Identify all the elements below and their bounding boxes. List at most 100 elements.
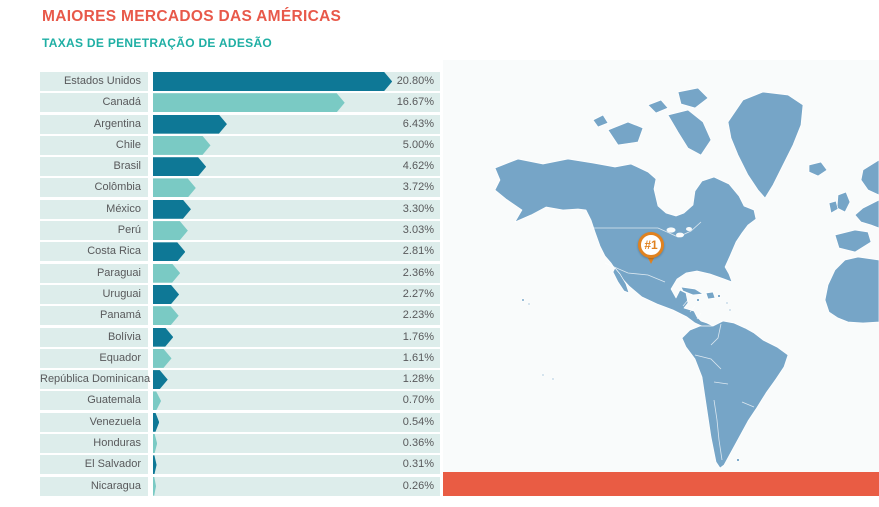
- chart-row: Equador 1.61%: [40, 348, 440, 368]
- bar-track: 0.36%: [153, 434, 440, 454]
- cuba: [680, 286, 704, 296]
- chart-row: El Salvador 0.31%: [40, 455, 440, 475]
- chart-row: Canadá 16.67%: [40, 93, 440, 113]
- bar-track: 6.43%: [153, 114, 440, 134]
- bar-track: 1.28%: [153, 370, 440, 390]
- value-label: 5.00%: [402, 138, 434, 151]
- south-america-landmass: [681, 320, 789, 469]
- value-label: 4.62%: [402, 160, 434, 173]
- value-label: 0.54%: [402, 415, 434, 428]
- antilles-islet-2: [728, 308, 732, 312]
- greenland: [727, 91, 804, 199]
- value-bar: [153, 434, 158, 454]
- americas-map-panel: #1: [443, 60, 879, 472]
- pacific-islet-1: [541, 373, 545, 377]
- country-label: Perú: [40, 221, 148, 241]
- page-subtitle: TAXAS DE PENETRAÇÃO DE ADESÃO: [42, 36, 273, 50]
- ellesmere-island: [677, 87, 709, 109]
- pin-tail: [646, 254, 656, 264]
- value-label: 16.67%: [396, 96, 434, 109]
- bar-track: 3.72%: [153, 178, 440, 198]
- chart-row: Bolívia 1.76%: [40, 327, 440, 347]
- chart-row: Guatemala 0.70%: [40, 391, 440, 411]
- baffin-island: [667, 109, 712, 156]
- country-label: Uruguai: [40, 284, 148, 304]
- value-bar: [153, 284, 180, 304]
- chart-row: República Dominicana 1.28%: [40, 370, 440, 390]
- country-label: Costa Rica: [40, 242, 148, 262]
- country-label: Nicaragua: [40, 476, 148, 496]
- puerto-rico: [717, 294, 721, 298]
- country-label: Guatemala: [40, 391, 148, 411]
- value-bar: [153, 370, 168, 390]
- bar-track: 3.03%: [153, 221, 440, 241]
- pin-circle: #1: [638, 232, 664, 258]
- country-label: Honduras: [40, 434, 148, 454]
- chart-row: Venezuela 0.54%: [40, 412, 440, 432]
- value-bar: [153, 348, 172, 368]
- scandinavia: [860, 159, 879, 196]
- value-label: 3.72%: [402, 181, 434, 194]
- value-bar: [153, 72, 393, 91]
- baja-california: [612, 267, 630, 294]
- value-bar: [153, 306, 179, 326]
- value-bar: [153, 412, 160, 432]
- north-america-landmass: [494, 158, 757, 329]
- chart-row: Perú 3.03%: [40, 221, 440, 241]
- chart-row: Uruguai 2.27%: [40, 284, 440, 304]
- chart-row: Argentina 6.43%: [40, 114, 440, 134]
- bar-track: 0.54%: [153, 412, 440, 432]
- bar-track: 0.26%: [153, 476, 440, 496]
- chart-row: Costa Rica 2.81%: [40, 242, 440, 262]
- value-bar: [153, 178, 196, 198]
- value-bar: [153, 114, 227, 134]
- value-label: 6.43%: [402, 117, 434, 130]
- value-label: 1.28%: [402, 373, 434, 386]
- value-bar: [153, 476, 156, 496]
- bar-track: 0.70%: [153, 391, 440, 411]
- value-label: 2.23%: [402, 309, 434, 322]
- value-label: 20.80%: [396, 75, 434, 87]
- americas-map: [443, 60, 879, 472]
- chart-row: México 3.30%: [40, 199, 440, 219]
- bar-track: 2.23%: [153, 306, 440, 326]
- bar-track: 2.36%: [153, 263, 440, 283]
- bar-track: 2.27%: [153, 284, 440, 304]
- pacific-islet-2: [551, 377, 555, 381]
- country-label: El Salvador: [40, 455, 148, 475]
- rank-1-map-pin: #1: [638, 232, 664, 268]
- value-bar: [153, 391, 162, 411]
- chart-row: Estados Unidos 20.80%: [40, 72, 440, 91]
- country-label: Venezuela: [40, 412, 148, 432]
- country-label: Chile: [40, 135, 148, 155]
- value-bar: [153, 135, 211, 155]
- bar-track: 2.81%: [153, 242, 440, 262]
- chart-row: Colômbia 3.72%: [40, 178, 440, 198]
- value-label: 1.61%: [402, 351, 434, 364]
- falkland-islet: [736, 458, 740, 462]
- country-label: Equador: [40, 348, 148, 368]
- bar-track: 5.00%: [153, 135, 440, 155]
- arctic-islet-2: [647, 99, 669, 114]
- bar-track: 20.80%: [153, 72, 440, 91]
- bar-track: 16.67%: [153, 93, 440, 113]
- value-bar: [153, 242, 186, 262]
- value-label: 2.81%: [402, 245, 434, 258]
- country-label: Colômbia: [40, 178, 148, 198]
- chart-row: Panamá 2.23%: [40, 306, 440, 326]
- chart-row: Chile 5.00%: [40, 135, 440, 155]
- ireland: [828, 200, 839, 214]
- arctic-island: [607, 121, 644, 146]
- value-label: 0.26%: [402, 479, 434, 492]
- europe-mainland: [854, 199, 879, 229]
- chart-row: Paraguai 2.36%: [40, 263, 440, 283]
- country-label: Canadá: [40, 93, 148, 113]
- jamaica: [696, 298, 700, 302]
- value-label: 0.70%: [402, 394, 434, 407]
- iberia: [834, 229, 872, 253]
- country-label: Bolívia: [40, 327, 148, 347]
- antilles-islet-1: [725, 301, 729, 305]
- bar-track: 1.76%: [153, 327, 440, 347]
- iceland: [808, 161, 828, 177]
- hawaii-islet-2: [527, 302, 531, 306]
